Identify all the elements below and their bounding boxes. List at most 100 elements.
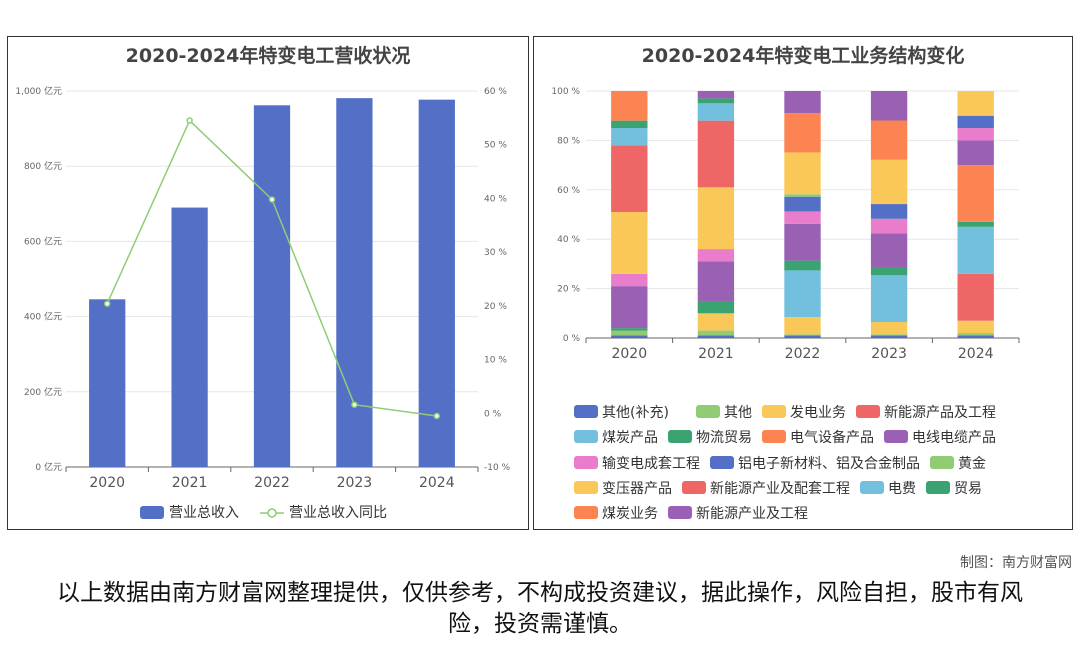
business-structure-chart-svg: 0 % 20 % 40 % 60 % 80 % 100 % 2020 2021 2022 2023… <box>551 87 1020 522</box>
disclaimer-text: 以上数据由南方财富网整理提供，仅供参考，不构成投资建议，据此操作，风险自担，股市… <box>57 580 1023 637</box>
stack-segment <box>957 335 994 338</box>
legend-label: 新能源产业及配套工程 <box>710 481 850 497</box>
stack-segment <box>870 91 908 121</box>
stack-segment <box>870 218 908 234</box>
legend-swatch <box>762 430 786 443</box>
y-right-tick-label: 50 % <box>484 141 507 151</box>
legend-swatch <box>668 430 692 443</box>
stack-segment <box>784 334 821 336</box>
legend-swatch-yoy-marker <box>267 508 277 518</box>
y-tick-label: 100 % <box>551 87 580 97</box>
legend-swatch <box>682 481 706 494</box>
y-left-tick-label: 600 亿元 <box>24 235 62 247</box>
legend-swatch <box>574 506 598 519</box>
stack-segment <box>784 317 821 335</box>
y-tick-label: 60 % <box>557 186 580 196</box>
x-tick-label: 2020 <box>611 346 647 362</box>
yoy-point <box>103 300 111 307</box>
revenue-bar <box>418 99 455 467</box>
stack-segment <box>697 313 735 331</box>
stack-segment <box>697 98 735 104</box>
stack-segment <box>957 221 994 227</box>
y-right-tick-label: 0 % <box>484 409 502 419</box>
legend-label: 煤炭产品 <box>602 430 658 446</box>
legend-swatch <box>668 506 692 519</box>
legend-label: 电线电缆产品 <box>912 430 996 446</box>
stack-segment <box>784 91 821 114</box>
legend-label: 铝电子新材料、铝及合金制品 <box>738 456 920 472</box>
y-right-tick-label: 10 % <box>484 356 507 366</box>
stack-segment <box>697 103 735 121</box>
business-structure-chart-title: 2020-2024年特变电工业务结构变化 <box>641 45 965 67</box>
x-tick-label: 2021 <box>172 475 208 491</box>
legend-swatch <box>856 405 880 418</box>
legend-label: 输变电成套工程 <box>602 456 700 472</box>
legend-label: 变压器产品 <box>602 481 672 497</box>
stack-segment <box>870 120 908 160</box>
legend-swatch <box>574 405 598 418</box>
stack-segment <box>697 91 735 99</box>
stack-segment <box>784 270 821 318</box>
legend-swatch <box>884 430 908 443</box>
legend-swatch <box>926 481 950 494</box>
legend-label: 新能源产品及工程 <box>884 405 996 421</box>
yoy-point <box>433 412 441 420</box>
yoy-point <box>268 196 276 203</box>
legend-swatch <box>860 481 884 494</box>
business-structure-chart-panel: 2020-2024年特变电工业务结构变化 0 % 20 % 40 % 60 % 80 %… <box>533 36 1073 530</box>
stack-segment <box>784 152 821 195</box>
y-right-tick-label: 60 % <box>484 87 507 97</box>
y-tick-label: 0 % <box>563 334 581 344</box>
stack-segment <box>611 212 648 274</box>
legend-label-yoy: 营业总收入同比 <box>289 505 387 521</box>
stack-segment <box>957 165 994 222</box>
legend-swatch <box>574 430 598 443</box>
stack-segment <box>697 249 735 262</box>
stack-segment <box>611 120 648 129</box>
stack-segment <box>957 140 994 166</box>
revenue-bar <box>336 98 373 468</box>
stack-segment <box>784 113 821 153</box>
stack-segment <box>611 328 648 331</box>
stack-segment <box>697 187 735 250</box>
yoy-point <box>186 117 193 124</box>
stack-segment <box>611 128 648 146</box>
stack-segment <box>870 335 908 338</box>
y-tick-label: 80 % <box>557 136 580 146</box>
stack-segment <box>611 335 648 338</box>
x-tick-label: 2024 <box>419 475 455 491</box>
x-tick-label: 2020 <box>89 475 125 491</box>
y-left-tick-label: 800 亿元 <box>24 160 62 172</box>
stack-segment <box>870 322 908 335</box>
legend-swatch <box>574 481 598 494</box>
legend-swatch <box>696 405 720 418</box>
legend-label: 煤炭业务 <box>602 506 658 522</box>
y-right-tick-label: 20 % <box>484 302 507 312</box>
stack-segment <box>697 330 735 336</box>
stack-segment <box>697 261 735 301</box>
stack-segment <box>957 128 994 141</box>
legend-label: 贸易 <box>954 481 982 497</box>
legend-label-revenue: 营业总收入 <box>169 505 239 521</box>
y-right-tick-label: -10 % <box>484 463 511 473</box>
legend-label: 电费 <box>888 481 916 497</box>
legend-label: 发电业务 <box>790 405 846 421</box>
y-tick-label: 40 % <box>557 235 580 245</box>
x-tick-label: 2021 <box>698 346 734 362</box>
stack-segment <box>870 204 908 219</box>
revenue-chart-title: 2020-2024年特变电工营收状况 <box>125 45 411 67</box>
stack-segment <box>957 226 994 274</box>
y-left-tick-label: 200 亿元 <box>24 386 62 398</box>
legend-swatch <box>710 456 734 469</box>
legend-swatch-revenue <box>140 506 164 519</box>
revenue-bar <box>171 207 208 467</box>
x-tick-label: 2024 <box>958 346 994 362</box>
stack-segment <box>870 267 908 276</box>
x-tick-label: 2022 <box>254 475 290 491</box>
stack-segment <box>784 260 821 271</box>
revenue-chart-svg: 0 亿元 200 亿元 400 亿元 600 亿元 800 亿元 1,000 亿元 -10 … <box>15 85 511 521</box>
y-tick-label: 20 % <box>557 285 580 295</box>
legend-label: 其他(补充) <box>602 405 669 421</box>
stack-segment <box>611 273 648 287</box>
legend-label: 物流贸易 <box>696 430 752 446</box>
